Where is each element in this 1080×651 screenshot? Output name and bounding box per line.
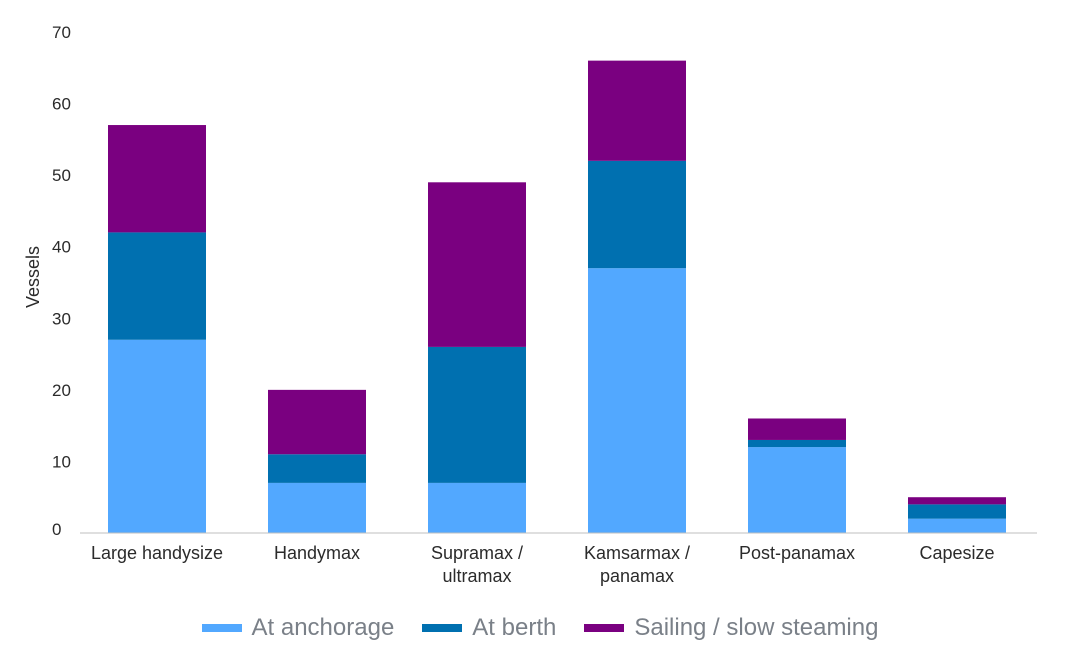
bar-segment — [908, 497, 1006, 505]
y-axis-ticks: 0 10 20 30 40 50 60 70 — [52, 23, 71, 539]
bar-segment — [588, 268, 686, 533]
x-category-label: Capesize — [919, 543, 994, 563]
legend-label: At anchorage — [251, 614, 395, 641]
y-axis-label: Vessels — [23, 246, 43, 308]
legend-swatch — [422, 624, 463, 632]
bar-segment — [748, 439, 846, 448]
bar-segment — [908, 504, 1006, 519]
bar-segment — [268, 389, 366, 455]
x-category-label: Post-panamax — [739, 543, 855, 563]
bar-segment — [428, 182, 526, 347]
y-tick-label: 30 — [52, 309, 71, 328]
bar-segment — [588, 160, 686, 269]
legend-item: Sailing / slow steaming — [584, 614, 878, 642]
bar-segment — [748, 447, 846, 533]
legend-item: At anchorage — [201, 614, 395, 642]
bars — [108, 60, 1006, 533]
bar-segment — [108, 232, 206, 340]
x-category-label: ultramax — [442, 566, 511, 586]
x-category-label: Large handysize — [91, 543, 223, 563]
legend: At anchorage At berth Sailing / slow steam… — [0, 614, 1080, 642]
x-axis-categories: Large handysize Handymax Supramax / ultrama… — [91, 543, 995, 586]
legend-label: Sailing / slow steaming — [634, 614, 879, 641]
y-tick-label: 70 — [52, 23, 71, 42]
y-tick-label: 20 — [52, 381, 71, 400]
stacked-bar-chart: 0 10 20 30 40 50 60 70 Vessels Large handysize H… — [23, 23, 1037, 586]
x-category-label: Supramax / — [431, 543, 523, 563]
y-tick-label: 0 — [52, 520, 61, 539]
bar-segment — [108, 125, 206, 233]
legend-label: At berth — [472, 614, 557, 641]
y-tick-label: 50 — [52, 166, 71, 185]
x-category-label: panamax — [600, 566, 674, 586]
legend-swatch — [584, 624, 625, 632]
y-tick-label: 10 — [52, 452, 71, 471]
y-tick-label: 40 — [52, 238, 71, 257]
bar-segment — [588, 60, 686, 161]
legend-swatch — [201, 624, 242, 632]
bar-segment — [748, 418, 846, 440]
bar-segment — [908, 518, 1006, 533]
bar-segment — [428, 482, 526, 533]
bar-segment — [268, 454, 366, 483]
x-category-label: Kamsarmax / — [584, 543, 690, 563]
legend-item: At berth — [422, 614, 556, 642]
x-category-label: Handymax — [274, 543, 360, 563]
bar-segment — [108, 339, 206, 533]
bar-segment — [428, 346, 526, 483]
y-tick-label: 60 — [52, 95, 71, 114]
bar-segment — [268, 482, 366, 533]
